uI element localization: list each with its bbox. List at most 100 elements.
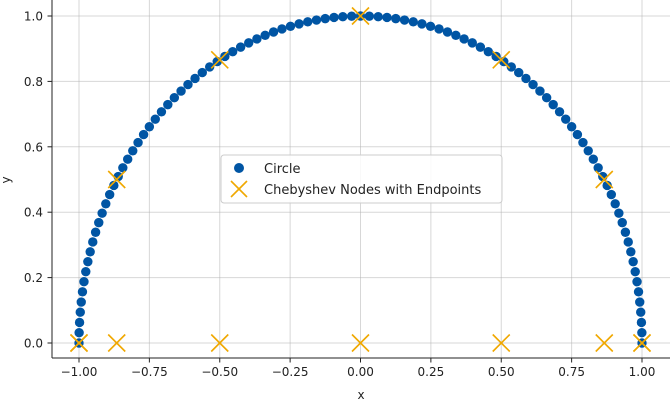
circle-point <box>176 86 186 96</box>
chebyshev-node-marker <box>69 333 89 353</box>
circle-point <box>104 189 115 200</box>
circle-point <box>637 328 647 338</box>
circle-point <box>364 11 375 21</box>
circle-point <box>277 24 287 34</box>
circle-point <box>620 227 631 237</box>
chebyshev-node-marker <box>210 50 229 69</box>
circle-point <box>227 46 238 57</box>
circle-point <box>235 42 246 52</box>
circle-point <box>138 129 149 140</box>
chebyshev-node-marker <box>351 333 370 353</box>
circle-point <box>554 107 565 117</box>
chebyshev-node-marker <box>107 333 126 353</box>
circle-point <box>628 256 638 267</box>
circle-point <box>610 199 620 209</box>
x-tick-label: −0.75 <box>131 365 168 379</box>
y-tick-label: 0.8 <box>24 75 43 89</box>
circle-point <box>425 21 436 31</box>
circle-point <box>346 11 357 21</box>
circle-point <box>97 208 107 218</box>
x-tick-label: 0.00 <box>347 365 374 379</box>
legend-marker-chebyshev <box>230 180 248 198</box>
circle-point <box>399 15 410 25</box>
circle-point <box>204 62 215 72</box>
circle-point <box>144 122 155 132</box>
circle-point <box>88 237 98 247</box>
circle-point <box>303 17 313 27</box>
y-axis-ticks: 0.0 0.2 0.4 0.6 0.8 1.0 <box>24 10 52 351</box>
circle-point <box>109 180 119 191</box>
circle-point <box>373 11 383 22</box>
circle-point <box>588 154 599 164</box>
circle-point <box>451 30 461 40</box>
x-tick-label: −0.50 <box>201 365 238 379</box>
circle-point <box>506 62 517 72</box>
circle-point <box>630 266 640 277</box>
circle-point <box>417 19 427 29</box>
legend-label-chebyshev: Chebyshev Nodes with Endpoints <box>264 183 482 198</box>
x-tick-label: −1.00 <box>61 365 98 379</box>
circle-point <box>94 217 104 228</box>
circle-point <box>514 67 524 78</box>
x-tick-label: 0.50 <box>488 365 515 379</box>
x-tick-label: 0.25 <box>418 365 445 379</box>
circle-point <box>528 79 538 90</box>
circle-point <box>459 34 469 44</box>
circle-point <box>197 67 207 78</box>
circle-point <box>74 317 85 328</box>
circle-point <box>578 137 588 148</box>
circle-point <box>294 19 304 29</box>
x-axis-label: x <box>357 388 364 402</box>
circle-point <box>163 99 173 110</box>
circle-point <box>244 38 254 48</box>
circle-point <box>74 328 84 338</box>
circle-point <box>598 171 608 182</box>
circle-point <box>606 189 617 200</box>
circle-point <box>467 38 477 48</box>
series-circle <box>74 11 647 348</box>
circle-point <box>268 27 279 37</box>
chebyshev-node-marker <box>492 50 511 69</box>
circle-point <box>252 34 262 44</box>
circle-point <box>81 266 91 277</box>
circle-point <box>382 12 392 23</box>
circle-point <box>614 208 624 218</box>
circle-point <box>535 86 545 96</box>
circle-point <box>311 15 322 25</box>
circle-point <box>77 287 88 297</box>
circle-point <box>320 13 330 24</box>
chebyshev-node-marker <box>492 333 511 353</box>
chebyshev-node-marker <box>210 333 229 353</box>
chebyshev-node-marker <box>595 333 614 353</box>
circle-point <box>633 287 644 297</box>
circle-point <box>635 297 645 307</box>
circle-point <box>632 277 642 287</box>
circle-point <box>85 247 95 257</box>
circle-point <box>260 30 270 40</box>
y-tick-label: 0.6 <box>24 140 43 154</box>
circle-point <box>636 317 647 328</box>
circle-point <box>391 13 401 24</box>
circle-point <box>76 297 86 307</box>
circle-point <box>128 146 138 156</box>
circle-point <box>541 93 552 103</box>
circle-point <box>156 107 167 117</box>
circle-point <box>190 73 200 84</box>
circle-point <box>442 27 453 37</box>
y-axis-label: y <box>0 176 13 183</box>
circle-point <box>101 199 111 209</box>
circle-point <box>561 114 571 124</box>
chebyshev-node-marker <box>632 333 652 353</box>
x-tick-label: 1.00 <box>629 365 656 379</box>
legend-label-circle: Circle <box>264 162 301 177</box>
circle-point <box>338 11 348 22</box>
circle-point <box>329 12 339 23</box>
axes-spines <box>51 0 670 359</box>
circle-point <box>475 42 486 52</box>
circle-point <box>548 99 558 110</box>
circle-point <box>75 307 85 317</box>
circle-point <box>434 24 444 34</box>
circle-point <box>602 180 612 191</box>
circle-point <box>169 93 180 103</box>
circle-point <box>583 146 593 156</box>
